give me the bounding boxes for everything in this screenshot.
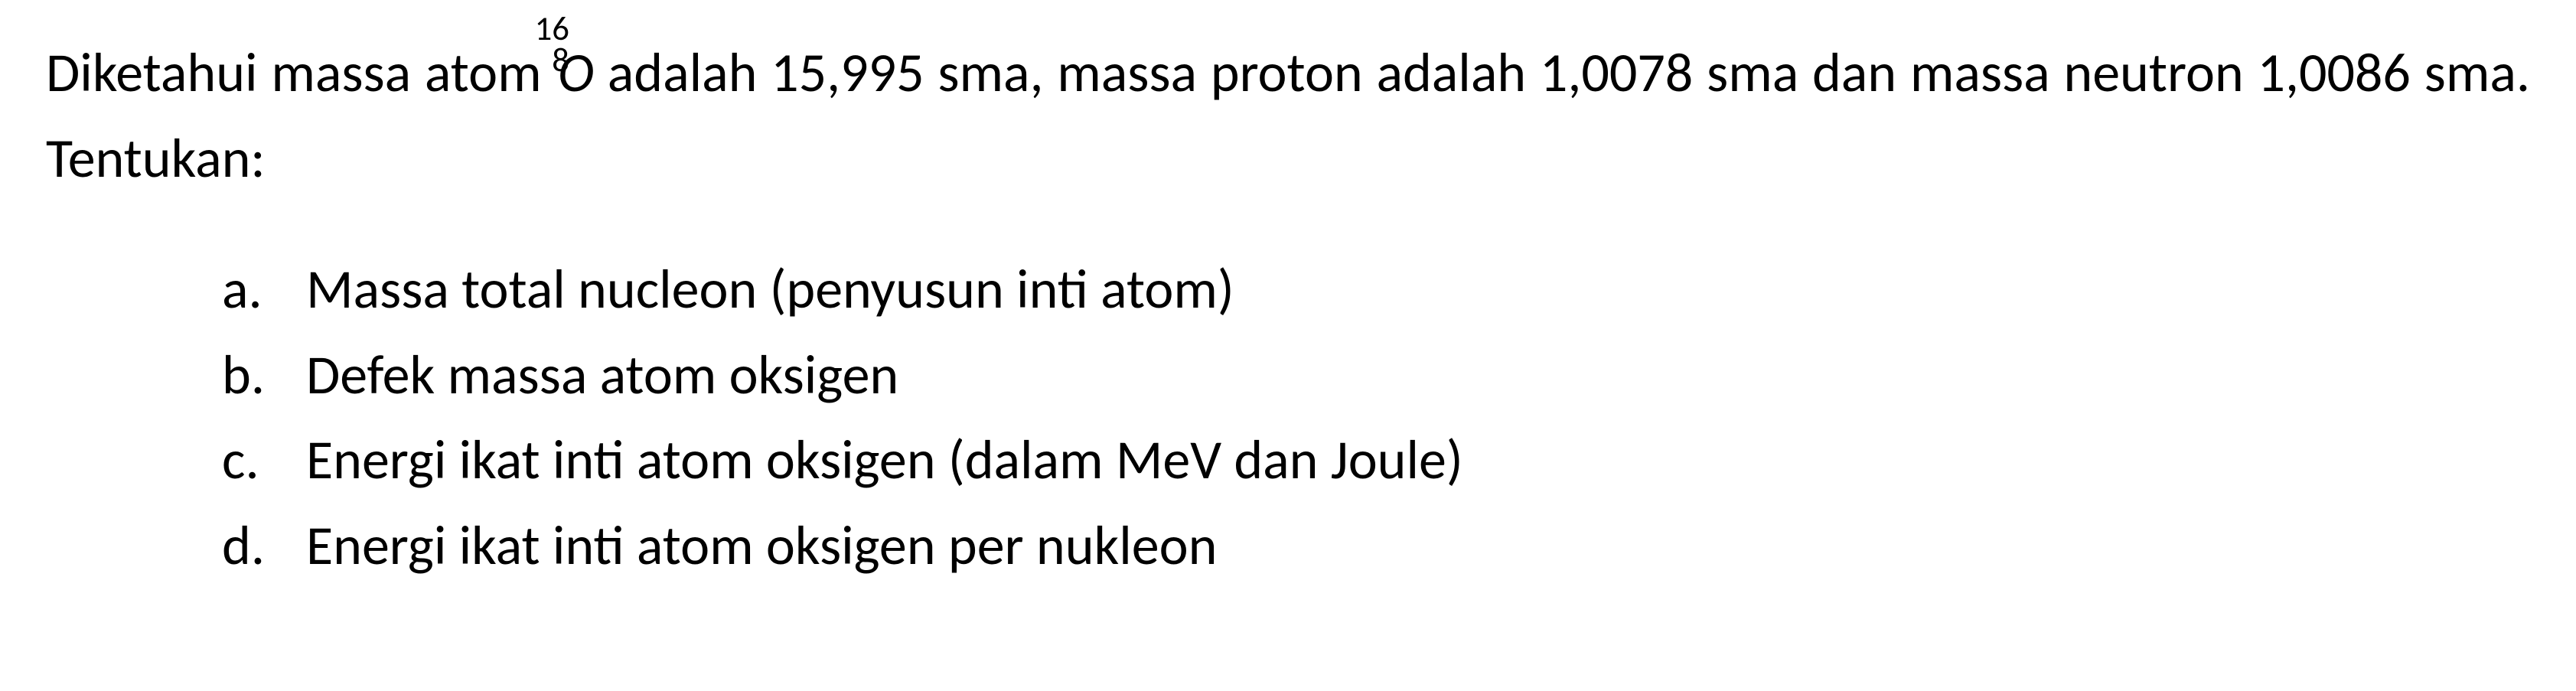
intro-text-before: Diketahui massa atom <box>46 39 555 106</box>
list-item: c. Energi ikat inti atom oksigen (dalam … <box>222 418 2530 504</box>
item-text: Defek massa atom oksigen <box>306 333 2530 419</box>
list-item: a. Massa total nucleon (penyusun inti at… <box>222 247 2530 333</box>
item-text: Energi ikat inti atom oksigen per nukleo… <box>306 504 2530 589</box>
nuclide-symbol: 168O <box>555 31 594 116</box>
item-letter: a. <box>222 247 306 333</box>
list-item: d. Energi ikat inti atom oksigen per nuk… <box>222 504 2530 589</box>
item-letter: b. <box>222 333 306 419</box>
problem-intro: Diketahui massa atom 168O adalah 15,995 … <box>46 31 2530 201</box>
atomic-number: 8 <box>552 43 569 77</box>
problem-page: Diketahui massa atom 168O adalah 15,995 … <box>0 0 2576 691</box>
question-list: a. Massa total nucleon (penyusun inti at… <box>46 247 2530 588</box>
item-text: Massa total nucleon (penyusun inti atom) <box>306 247 2530 333</box>
item-letter: d. <box>222 504 306 589</box>
item-letter: c. <box>222 418 306 504</box>
list-item: b. Defek massa atom oksigen <box>222 333 2530 419</box>
item-text: Energi ikat inti atom oksigen (dalam MeV… <box>306 418 2530 504</box>
